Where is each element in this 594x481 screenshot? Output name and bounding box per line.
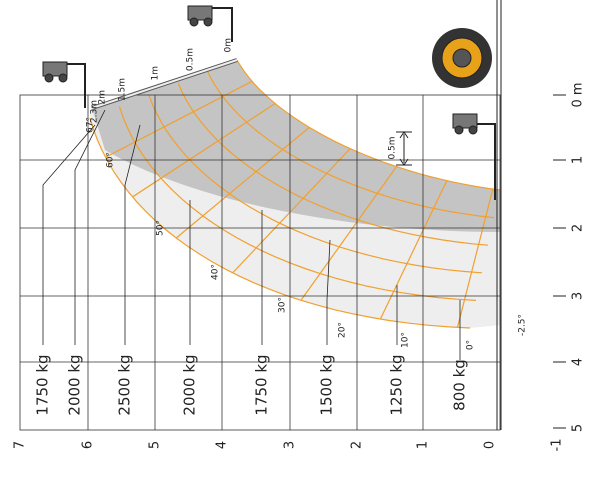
extension-arc xyxy=(177,82,489,246)
extension-label: 0.5m xyxy=(186,48,196,71)
load-label: 2500 kg xyxy=(116,354,134,415)
extension-arc xyxy=(118,106,477,301)
load-label: 2000 kg xyxy=(181,354,199,415)
gray-zone xyxy=(92,60,500,232)
angle-line xyxy=(105,80,253,158)
angle-label: 10° xyxy=(401,332,411,348)
angle-label: 0° xyxy=(466,340,476,350)
ground-extension-label: 0.5m xyxy=(388,136,398,159)
x-axis-label: 2 xyxy=(350,441,365,449)
extension-label: 2.3m xyxy=(90,100,100,123)
angle-label: 20° xyxy=(338,322,348,338)
angle-label: -2.5° xyxy=(518,314,528,336)
load-label: 2000 kg xyxy=(66,354,84,415)
angle-line xyxy=(175,126,310,239)
x-axis-label: 6 xyxy=(81,441,96,449)
load-label: 1250 kg xyxy=(388,354,406,415)
extension-label: 0m xyxy=(224,38,234,53)
bracket xyxy=(396,131,412,166)
y-axis-label: 3 xyxy=(571,292,586,300)
y-axis-label: 1 xyxy=(571,156,586,164)
extension-label: 2m xyxy=(98,90,108,105)
x-axis-label: 3 xyxy=(283,441,298,449)
y-axis-label: 5 xyxy=(571,424,586,432)
angle-line xyxy=(132,103,276,198)
y-axis-label: 2 xyxy=(571,224,586,232)
load-label: 800 kg xyxy=(451,359,469,411)
extension-arc xyxy=(236,59,501,191)
angle-label: 60° xyxy=(106,152,116,168)
extension-label: 1.5m xyxy=(118,78,128,101)
angle-label: 50° xyxy=(156,220,166,236)
x-axis-label: 1 xyxy=(416,441,431,449)
x-axis-label: 7 xyxy=(13,441,28,449)
y-axis-label: 0 m xyxy=(571,82,586,107)
leader-line xyxy=(74,109,106,345)
machine-icon xyxy=(42,5,496,200)
load-label: 1750 kg xyxy=(34,354,52,415)
grid xyxy=(19,0,566,431)
extension-arc xyxy=(207,71,495,219)
y-axis-label: 4 xyxy=(571,358,586,366)
angle-line xyxy=(456,188,494,328)
extension-label: 1m xyxy=(151,66,161,81)
angle-label: 67° xyxy=(86,117,96,133)
load-label: 1500 kg xyxy=(318,354,336,415)
extension-arc xyxy=(89,117,471,329)
load-label: 1750 kg xyxy=(253,354,271,415)
x-axis-label: 0 xyxy=(483,441,498,449)
angle-label: 30° xyxy=(278,297,288,313)
x-axis-label: -1 xyxy=(550,439,565,452)
x-axis-label: 4 xyxy=(215,441,230,449)
leader-line xyxy=(124,124,141,345)
x-axis-label: 5 xyxy=(148,441,163,449)
leader-line xyxy=(326,239,331,345)
angle-line xyxy=(300,166,397,301)
wheel-icon xyxy=(432,28,492,88)
labels: 7 6 5 4 3 2 1 0 -1 0 m 1 2 3 4 5 1750 kg 2000 kg 2500 kg 2… xyxy=(13,38,586,451)
frame xyxy=(19,94,501,431)
angle-label: 40° xyxy=(211,264,221,280)
leader-line xyxy=(42,124,96,345)
angle-line xyxy=(232,148,351,274)
